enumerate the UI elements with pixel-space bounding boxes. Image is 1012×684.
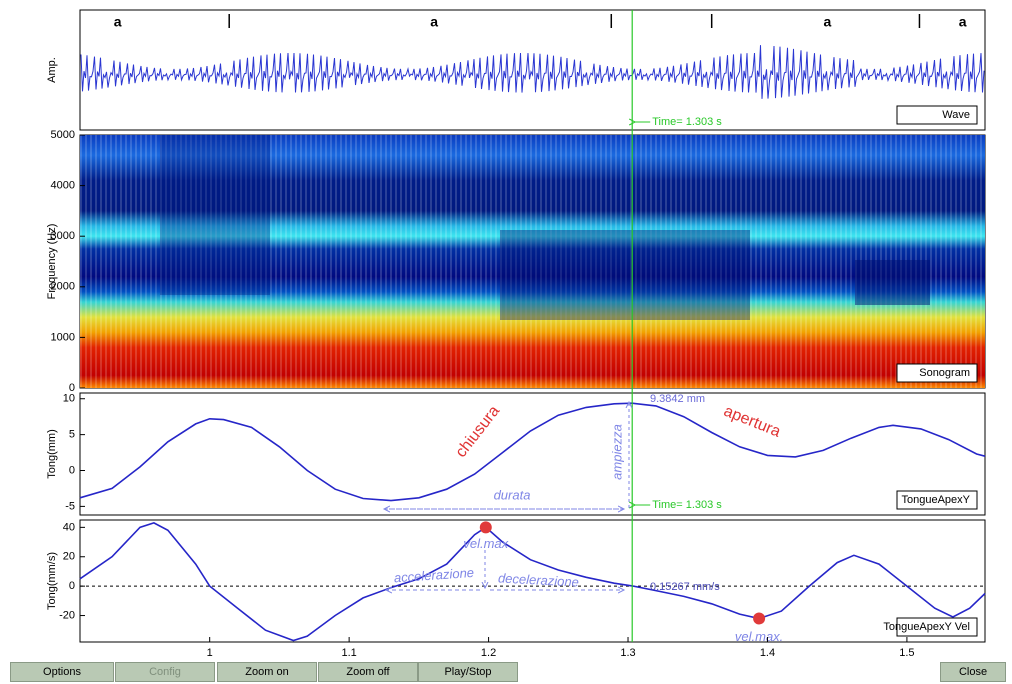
- y-axis-label: Tong(mm): [46, 429, 58, 479]
- y-tick-label: 3000: [51, 230, 75, 242]
- annotation: vel.max: [463, 536, 508, 551]
- phone-label: a: [959, 14, 967, 30]
- toolbar-button[interactable]: Options: [10, 662, 114, 682]
- cursor-label: Time= 1.303 s: [652, 116, 722, 128]
- x-tick-label: 1.1: [341, 647, 356, 659]
- annotation: durata: [494, 487, 531, 502]
- legend-label: TongueApexY Vel: [883, 621, 970, 633]
- sonogram-shade: [855, 260, 930, 305]
- vel-max-point: [753, 612, 766, 625]
- y-tick-label: 1000: [51, 331, 75, 343]
- toolbar-button[interactable]: Zoom on: [217, 662, 317, 682]
- legend-box: [896, 617, 978, 637]
- panel-frame: [79, 392, 986, 516]
- sonogram-shade: [160, 135, 270, 295]
- y-tick-label: 5000: [51, 129, 75, 141]
- signal-line: [79, 402, 986, 502]
- legend-box: [896, 490, 978, 510]
- y-axis-label: Amp.: [46, 57, 58, 83]
- y-tick-label: -20: [59, 609, 75, 621]
- y-tick-label: 20: [63, 551, 75, 563]
- y-tick-label: 2000: [51, 281, 75, 293]
- x-tick-label: 1.3: [620, 647, 635, 659]
- annotation: accelerazione: [393, 565, 474, 586]
- x-tick-label: 1.2: [481, 647, 496, 659]
- y-tick-label: 10: [63, 393, 75, 405]
- y-axis-label: Frequency (Hz): [46, 224, 58, 300]
- cursor-label: Time= 1.303 s: [652, 499, 722, 511]
- y-tick-label: 0: [69, 464, 75, 476]
- y-tick-label: -5: [65, 500, 75, 512]
- legend-box: [896, 363, 978, 383]
- toolbar-button[interactable]: Play/Stop: [418, 662, 518, 682]
- phone-label: a: [114, 14, 122, 30]
- legend-box: [896, 105, 978, 125]
- phone-label: a: [430, 14, 438, 30]
- toolbar-button[interactable]: Zoom off: [318, 662, 418, 682]
- legend-label: Sonogram: [919, 367, 970, 379]
- y-tick-label: 5: [69, 429, 75, 441]
- y-tick-label: 4000: [51, 180, 75, 192]
- y-tick-label: 0: [69, 580, 75, 592]
- vel-max-point: [479, 521, 492, 534]
- panel-frame: [79, 519, 986, 643]
- annotation: decelerazione: [498, 570, 580, 589]
- y-tick-label: 40: [63, 521, 75, 533]
- sonogram-shade: [500, 230, 750, 320]
- legend-label: Wave: [942, 109, 970, 121]
- toolbar-button: Config: [115, 662, 215, 682]
- annotation: vel.max.: [735, 629, 783, 644]
- sonogram-texture: [80, 135, 985, 388]
- x-tick-label: 1: [207, 647, 213, 659]
- panels: [79, 9, 986, 643]
- annotation: 0.15267 mm/s: [650, 581, 720, 593]
- annotation: ampiezza: [609, 424, 624, 480]
- y-axis-label: Tong(mm/s): [46, 552, 58, 610]
- x-tick-label: 1.4: [760, 647, 775, 659]
- toolbar-button[interactable]: Close: [940, 662, 1006, 682]
- signal-line: [79, 522, 986, 642]
- phone-label: a: [824, 14, 832, 30]
- waveform: [80, 45, 985, 99]
- x-tick-label: 1.5: [899, 647, 914, 659]
- annotation: 9.3842 mm: [650, 393, 705, 405]
- y-tick-label: 0: [69, 382, 75, 394]
- legend-label: TongueApexY: [902, 494, 971, 506]
